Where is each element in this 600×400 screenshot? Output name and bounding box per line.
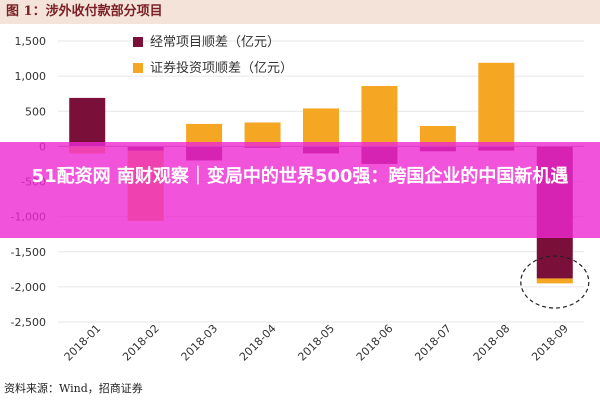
bar-securities — [536, 278, 573, 284]
x-tick-label: 2018-05 — [295, 322, 337, 364]
legend: 经常项目顺差（亿元） 证券投资项顺差（亿元） — [133, 35, 293, 76]
y-tick-label: -2,500 — [11, 316, 46, 329]
x-tick-label: 2018-08 — [471, 322, 513, 364]
y-tick-label: -2,000 — [11, 281, 46, 294]
x-axis: 2018-01 2018-02 2018-03 2018-04 2018-05 2018-… — [62, 322, 571, 364]
bar-securities — [361, 85, 398, 147]
y-tick-label: -1,500 — [11, 246, 46, 259]
x-tick-label: 2018-04 — [237, 322, 279, 364]
legend-swatch — [133, 63, 143, 73]
x-tick-label: 2018-09 — [529, 322, 571, 364]
bar-securities — [419, 126, 456, 147]
x-tick-label: 2018-02 — [120, 322, 162, 364]
bar-securities — [186, 123, 223, 147]
legend-label: 经常项目顺差（亿元） — [150, 35, 280, 50]
x-tick-label: 2018-07 — [412, 322, 454, 364]
y-tick-label: 1,500 — [15, 35, 47, 48]
x-tick-label: 2018-03 — [179, 322, 221, 364]
figure-title: 图 1：涉外收付款部分项目 — [0, 0, 600, 24]
annotation — [520, 255, 590, 309]
legend-swatch — [133, 37, 143, 47]
legend-label: 证券投资项顺差（亿元） — [150, 60, 293, 76]
x-tick-label: 2018-06 — [354, 322, 396, 364]
bar-securities — [303, 108, 339, 147]
y-tick-label: 500 — [25, 105, 46, 118]
bar-securities — [478, 62, 515, 147]
highlight-circle — [520, 255, 590, 309]
bar-securities — [244, 122, 281, 147]
y-tick-label: 1,000 — [15, 70, 47, 83]
bar-current-account — [69, 97, 106, 147]
source-note: 资料来源：Wind，招商证券 — [4, 382, 143, 395]
x-tick-label: 2018-01 — [62, 322, 104, 364]
overlay-banner[interactable]: 51配资网 南财观察｜变局中的世界500强：跨国企业的中国新机遇 — [0, 142, 600, 238]
